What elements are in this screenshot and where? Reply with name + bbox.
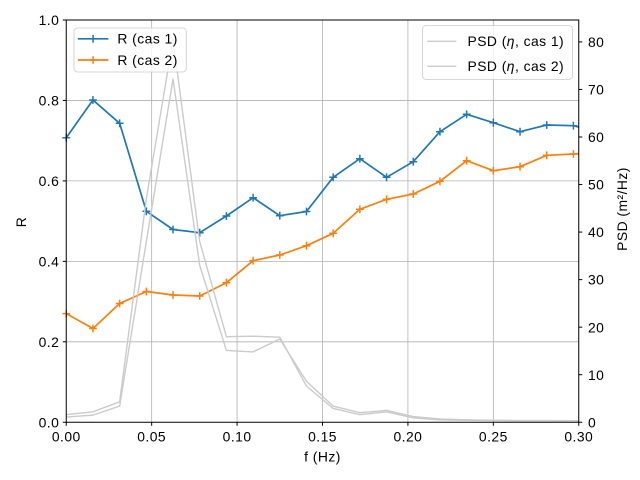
svg-text:0.0: 0.0 xyxy=(39,414,60,430)
svg-text:f (Hz): f (Hz) xyxy=(304,449,341,465)
svg-text:70: 70 xyxy=(588,82,604,98)
svg-text:40: 40 xyxy=(588,224,604,240)
svg-text:0.00: 0.00 xyxy=(52,429,81,445)
svg-text:0.25: 0.25 xyxy=(479,429,508,445)
svg-text:R: R xyxy=(13,217,29,227)
svg-text:60: 60 xyxy=(588,129,604,145)
svg-text:10: 10 xyxy=(588,367,604,383)
svg-text:PSD (η, cas 2): PSD (η, cas 2) xyxy=(468,58,565,74)
svg-text:50: 50 xyxy=(588,177,604,193)
svg-text:0.15: 0.15 xyxy=(308,429,337,445)
svg-text:0.10: 0.10 xyxy=(223,429,252,445)
svg-text:30: 30 xyxy=(588,272,604,288)
svg-text:PSD (η, cas 1): PSD (η, cas 1) xyxy=(468,33,565,49)
svg-text:80: 80 xyxy=(588,34,604,50)
svg-text:0.05: 0.05 xyxy=(137,429,166,445)
svg-text:0.30: 0.30 xyxy=(564,429,593,445)
svg-text:PSD (m²/Hz): PSD (m²/Hz) xyxy=(614,167,630,251)
svg-text:20: 20 xyxy=(588,319,604,335)
svg-text:0.6: 0.6 xyxy=(39,173,60,189)
svg-text:0.4: 0.4 xyxy=(39,253,60,269)
svg-text:0.20: 0.20 xyxy=(393,429,422,445)
svg-text:R (cas 2): R (cas 2) xyxy=(117,52,177,68)
svg-text:0.8: 0.8 xyxy=(39,93,60,109)
svg-text:1.0: 1.0 xyxy=(39,12,60,28)
svg-text:0: 0 xyxy=(588,414,596,430)
svg-text:R (cas 1): R (cas 1) xyxy=(117,31,177,47)
svg-text:0.2: 0.2 xyxy=(39,334,60,350)
